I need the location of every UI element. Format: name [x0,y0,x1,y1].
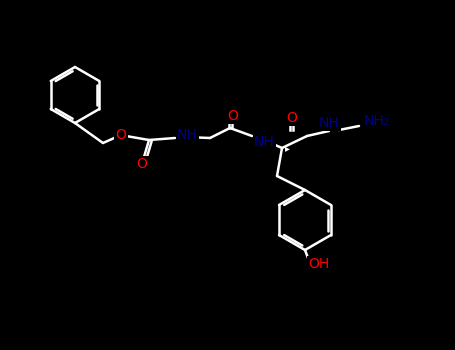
Text: NH: NH [254,135,275,149]
Text: NH₂: NH₂ [364,114,390,128]
Text: O: O [116,128,126,142]
Text: O: O [136,157,147,171]
Text: NH: NH [177,128,198,142]
Text: OH: OH [308,257,329,271]
Text: ▸: ▸ [285,143,290,153]
Text: O: O [287,111,298,125]
Text: O: O [228,109,238,123]
Text: NH: NH [318,116,339,130]
